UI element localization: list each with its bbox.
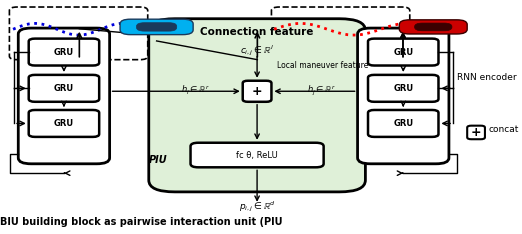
FancyBboxPatch shape — [368, 110, 438, 137]
Text: Connection feature: Connection feature — [200, 27, 314, 37]
Text: GRU: GRU — [393, 119, 413, 128]
Text: BIU building block as pairwise interaction unit (PIU: BIU building block as pairwise interacti… — [0, 217, 282, 227]
Text: $\mathbf{+}$: $\mathbf{+}$ — [470, 126, 482, 139]
FancyBboxPatch shape — [414, 23, 452, 31]
FancyBboxPatch shape — [136, 23, 176, 31]
Text: PIU: PIU — [148, 155, 167, 165]
Text: $c_{i,j} \in \mathbb{R}^l$: $c_{i,j} \in \mathbb{R}^l$ — [240, 43, 274, 58]
Text: GRU: GRU — [393, 84, 413, 93]
FancyBboxPatch shape — [120, 19, 193, 35]
Text: $h_i \in \mathbb{R}^{r}$: $h_i \in \mathbb{R}^{r}$ — [181, 84, 210, 97]
Text: GRU: GRU — [393, 48, 413, 57]
Text: concat: concat — [488, 125, 518, 134]
Text: fc θ, ReLU: fc θ, ReLU — [236, 150, 278, 160]
Text: Local maneuver feature: Local maneuver feature — [277, 61, 368, 70]
FancyBboxPatch shape — [358, 28, 449, 164]
FancyBboxPatch shape — [149, 19, 365, 192]
FancyBboxPatch shape — [368, 39, 438, 66]
FancyBboxPatch shape — [29, 75, 99, 102]
Text: GRU: GRU — [54, 119, 74, 128]
Text: RNN encoder: RNN encoder — [457, 73, 516, 82]
FancyBboxPatch shape — [191, 143, 324, 167]
FancyBboxPatch shape — [29, 110, 99, 137]
Text: GRU: GRU — [54, 84, 74, 93]
FancyBboxPatch shape — [399, 20, 467, 34]
FancyBboxPatch shape — [368, 75, 438, 102]
FancyBboxPatch shape — [467, 126, 485, 139]
Text: GRU: GRU — [54, 48, 74, 57]
Text: $\mathbf{+}$: $\mathbf{+}$ — [252, 85, 263, 98]
Text: $h_j \in \mathbb{R}^{r}$: $h_j \in \mathbb{R}^{r}$ — [306, 83, 336, 97]
Text: $p_{i,j} \in \mathbb{R}^d$: $p_{i,j} \in \mathbb{R}^d$ — [239, 200, 276, 214]
FancyBboxPatch shape — [29, 39, 99, 66]
FancyBboxPatch shape — [243, 81, 271, 102]
FancyBboxPatch shape — [18, 28, 110, 164]
